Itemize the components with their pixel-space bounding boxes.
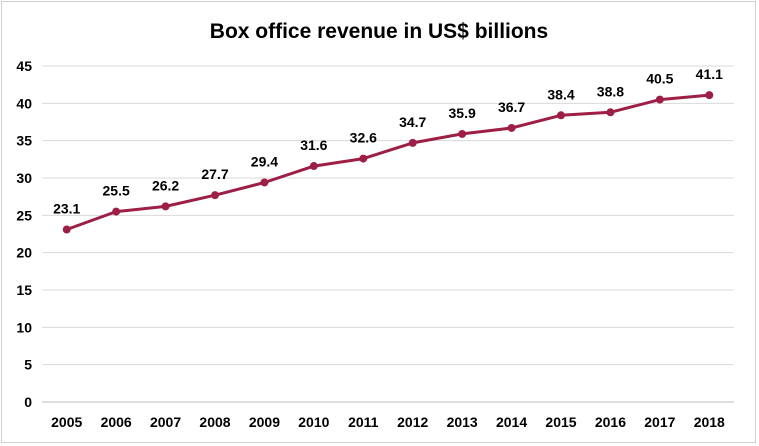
data-label: 31.6 (300, 137, 327, 153)
data-markers (62, 91, 714, 234)
data-point (260, 178, 269, 187)
data-point (507, 123, 516, 132)
data-point (161, 202, 170, 211)
y-tick-label: 35 (16, 133, 32, 149)
data-point (458, 129, 467, 138)
y-tick-label: 0 (24, 394, 32, 410)
y-tick-label: 25 (16, 207, 32, 223)
x-tick-label: 2016 (595, 414, 626, 430)
series-line (66, 93, 710, 231)
data-label: 38.4 (547, 86, 574, 102)
y-tick-label: 20 (16, 245, 32, 261)
data-point (309, 162, 318, 171)
data-label: 36.7 (498, 99, 525, 115)
data-label: 38.8 (597, 83, 624, 99)
x-tick-label: 2013 (447, 414, 478, 430)
data-point (705, 91, 714, 100)
data-label: 26.2 (152, 177, 179, 193)
data-point (211, 191, 219, 200)
data-point (655, 95, 664, 104)
y-tick-label: 30 (16, 170, 32, 186)
data-point (557, 111, 565, 120)
x-axis-tick-labels: 2005 2006 2007 2008 2009 2010 2011 2012 2013 2014… (51, 414, 725, 430)
data-label: 34.7 (399, 114, 426, 130)
data-label: 32.6 (350, 130, 377, 146)
data-label: 41.1 (696, 66, 723, 82)
x-tick-label: 2018 (694, 414, 725, 430)
y-tick-label: 40 (16, 95, 32, 111)
y-axis-tick-labels: 0 5 10 15 20 25 30 35 40 45 (16, 58, 32, 410)
data-label: 27.7 (201, 166, 228, 182)
chart-title: Box office revenue in US$ billions (210, 20, 548, 43)
data-point (62, 225, 71, 234)
x-tick-label: 2006 (101, 414, 132, 430)
data-point (408, 138, 417, 147)
x-tick-label: 2010 (298, 414, 329, 430)
data-point (112, 207, 121, 216)
gridlines (42, 65, 734, 366)
data-label: 40.5 (646, 71, 673, 87)
y-tick-label: 45 (16, 58, 32, 74)
data-point (359, 154, 368, 163)
data-labels: 23.1 25.5 26.2 27.7 29.4 31.6 32.6 34.7 35.9 36.7… (53, 66, 723, 216)
y-tick-label: 10 (16, 319, 32, 335)
x-tick-label: 2008 (199, 414, 230, 430)
x-tick-label: 2014 (496, 414, 527, 430)
data-point (606, 108, 615, 117)
x-tick-label: 2005 (51, 414, 82, 430)
y-tick-label: 5 (24, 357, 32, 373)
data-label: 29.4 (251, 153, 278, 169)
y-tick-label: 15 (16, 282, 32, 298)
x-tick-label: 2009 (249, 414, 280, 430)
data-label: 25.5 (103, 183, 130, 199)
x-tick-label: 2012 (397, 414, 428, 430)
x-tick-label: 2015 (545, 414, 576, 430)
x-tick-label: 2007 (150, 414, 181, 430)
data-label: 35.9 (449, 105, 476, 121)
data-label: 23.1 (53, 201, 80, 217)
x-tick-label: 2017 (644, 414, 675, 430)
x-tick-label: 2011 (348, 414, 379, 430)
